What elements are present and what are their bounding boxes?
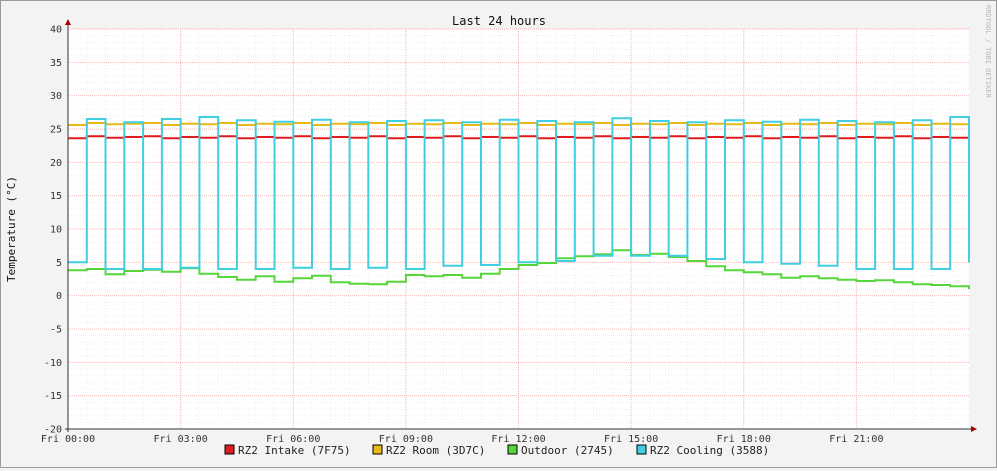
y-tick-label: -10 xyxy=(44,358,62,369)
x-tick-label: Fri 03:00 xyxy=(154,434,208,445)
y-tick-label: 35 xyxy=(50,58,62,69)
x-tick-label: Fri 00:00 xyxy=(41,434,95,445)
axes xyxy=(65,19,977,432)
y-tick-label: 5 xyxy=(56,258,62,269)
x-tick-label: Fri 21:00 xyxy=(829,434,883,445)
y-tick-label: 20 xyxy=(50,158,62,169)
series-line-3 xyxy=(68,116,970,270)
legend-label: Outdoor (2745) xyxy=(521,444,614,457)
y-tick-label: 15 xyxy=(50,191,62,202)
series-layer xyxy=(68,116,970,289)
y-tick-label: 0 xyxy=(56,291,62,302)
legend-swatch xyxy=(224,444,235,455)
y-tick-label: 25 xyxy=(50,125,62,136)
chart-title: Last 24 hours xyxy=(452,14,546,28)
legend-swatch xyxy=(372,444,383,455)
x-tick-label: Fri 18:00 xyxy=(717,434,771,445)
y-tick-label: -20 xyxy=(44,425,62,436)
x-tick-label: Fri 12:00 xyxy=(491,434,545,445)
x-tick-label: Fri 09:00 xyxy=(379,434,433,445)
legend: RZ2 Intake (7F75) RZ2 Room (3D7C) Outdoor … xyxy=(224,444,769,457)
x-tick-label: Fri 06:00 xyxy=(266,434,320,445)
legend-swatch xyxy=(636,444,647,455)
series-line-2 xyxy=(68,249,970,289)
y-tick-label: 40 xyxy=(50,25,62,36)
y-axis-arrow xyxy=(65,19,71,25)
x-tick-label: Fri 15:00 xyxy=(604,434,658,445)
legend-label: RZ2 Intake (7F75) xyxy=(238,444,351,457)
y-tick-label: 10 xyxy=(50,225,62,236)
y-tick-label: 30 xyxy=(50,91,62,102)
x-axis-arrow xyxy=(971,426,977,432)
legend-label: RZ2 Room (3D7C) xyxy=(386,444,485,457)
watermark: RRDTOOL / TOBI OETIKER xyxy=(984,5,992,99)
y-tick-label: -15 xyxy=(44,391,62,402)
y-tick-label: -5 xyxy=(50,325,62,336)
legend-label: RZ2 Cooling (3588) xyxy=(650,444,769,457)
legend-swatch xyxy=(507,444,518,455)
y-axis-label: Temperature (°C) xyxy=(5,176,18,282)
